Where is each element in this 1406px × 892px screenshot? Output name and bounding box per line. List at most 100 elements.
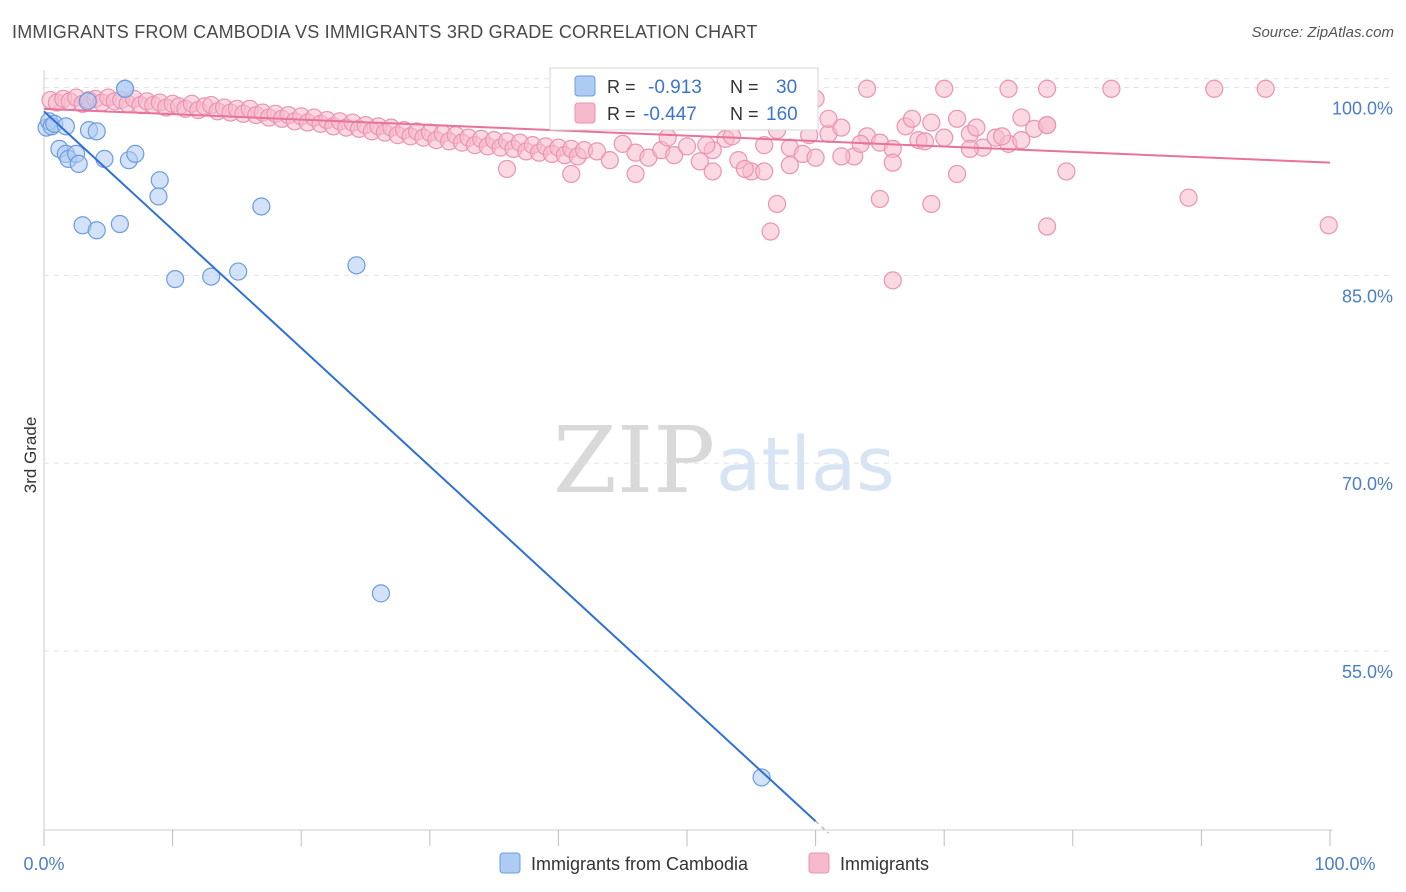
bottom-legend-swatch-immigrants	[808, 852, 830, 874]
immigrants-point-147	[1179, 188, 1198, 207]
bottom-legend-swatch-cambodia	[499, 852, 521, 874]
cambodia-point-19	[149, 187, 168, 206]
cambodia-point-18	[150, 171, 169, 190]
immigrants-point-137	[999, 79, 1018, 98]
immigrants-point-139	[1102, 79, 1121, 98]
trend-line-immigrants	[43, 107, 1331, 164]
trend-line-cambodia-extension	[815, 820, 829, 834]
immigrants-point-150	[992, 127, 1012, 146]
cambodia-point-21	[87, 221, 106, 240]
legend-swatch-cambodia	[574, 75, 596, 97]
cambodia-point-26	[229, 262, 248, 281]
immigrants-point-90	[665, 146, 684, 165]
immigrants-point-151	[1012, 108, 1031, 127]
cambodia-point-27	[347, 256, 366, 275]
immigrants-point-132	[922, 194, 941, 214]
cambodia-point-29	[752, 768, 771, 787]
legend-swatch-immigrants	[574, 102, 596, 124]
legend-n-value-2: 160	[766, 104, 798, 125]
cambodia-point-24	[166, 269, 185, 289]
chart-title: IMMIGRANTS FROM CAMBODIA VS IMMIGRANTS 3…	[12, 22, 758, 42]
immigrants-point-135	[857, 79, 877, 98]
immigrants-point-103	[832, 118, 851, 137]
immigrants-point-101	[806, 148, 825, 167]
series-legend: Immigrants from Cambodia Immigrants	[499, 852, 929, 874]
bottom-legend-label-immigrants: Immigrants	[840, 854, 929, 874]
cambodia-point-25	[202, 267, 221, 286]
immigrants-point-143	[819, 109, 838, 128]
immigrants-point-134	[1057, 162, 1076, 181]
y-tick-label-1: 85.0%	[1342, 286, 1393, 306]
y-tick-label-0: 100.0%	[1332, 99, 1393, 119]
immigrants-point-91	[677, 137, 697, 156]
y-tick-labels: 100.0% 85.0% 70.0% 55.0%	[1332, 99, 1393, 682]
immigrants-point-112	[947, 109, 967, 128]
cambodia-point-7	[78, 92, 97, 111]
y-tick-label-2: 70.0%	[1342, 474, 1393, 494]
cambodia-point-6	[115, 79, 135, 98]
axes	[43, 70, 1333, 831]
chart-source: Source: ZipAtlas.com	[1251, 24, 1394, 41]
immigrants-point-141	[1256, 79, 1275, 98]
series-immigrants-points	[41, 79, 1338, 290]
immigrants-point-128	[755, 162, 774, 181]
trend-line-cambodia	[43, 110, 817, 822]
legend-r-label-2: R =	[607, 104, 636, 124]
immigrants-point-149	[967, 118, 986, 137]
immigrants-point-152	[697, 136, 716, 155]
cambodia-point-14	[87, 122, 106, 141]
immigrants-point-125	[497, 159, 517, 179]
bottom-legend-label-cambodia: Immigrants from Cambodia	[531, 854, 749, 874]
immigrants-point-110	[922, 113, 941, 132]
legend-r-value-2: -0.447	[643, 104, 697, 125]
immigrants-point-126	[562, 164, 581, 184]
immigrants-point-120	[703, 162, 722, 181]
legend-r-value-1: -0.913	[648, 77, 702, 98]
cambodia-point-17	[126, 144, 145, 163]
immigrants-point-144	[883, 271, 902, 290]
immigrants-point-97	[755, 136, 774, 155]
immigrants-point-159	[658, 128, 677, 147]
immigrants-point-127	[626, 164, 645, 184]
cambodia-point-22	[110, 214, 129, 234]
immigrants-point-133	[1037, 115, 1057, 135]
immigrants-point-121	[735, 159, 754, 179]
immigrants-point-117	[1012, 131, 1031, 150]
immigrants-point-123	[832, 147, 851, 166]
immigrants-point-158	[960, 139, 980, 158]
legend-n-label-1: N =	[730, 77, 759, 97]
cambodia-point-15	[95, 149, 114, 168]
immigrants-point-85	[600, 151, 619, 170]
immigrants-point-157	[915, 132, 935, 151]
immigrants-point-129	[947, 164, 967, 184]
immigrants-point-124	[883, 153, 902, 172]
cambodia-point-23	[252, 197, 271, 216]
immigrants-point-156	[902, 109, 922, 128]
y-axis-label: 3rd Grade	[21, 417, 40, 494]
trend-lines	[43, 107, 1331, 834]
x-tick-label-max: 100.0%	[1314, 854, 1375, 874]
immigrants-point-148	[1319, 216, 1338, 235]
watermark-atlas: atlas	[716, 422, 895, 508]
series-cambodia-points	[37, 79, 771, 787]
immigrants-point-122	[780, 156, 799, 175]
x-tick-label-min: 0.0%	[23, 854, 64, 874]
watermark-zip: ZIP	[553, 407, 715, 514]
immigrants-point-145	[761, 222, 780, 241]
y-tick-label-3: 55.0%	[1342, 662, 1393, 682]
immigrants-point-138	[1037, 79, 1057, 98]
immigrants-point-140	[1205, 79, 1224, 98]
legend-n-value-1: 30	[776, 77, 797, 98]
immigrants-point-131	[870, 189, 890, 209]
legend-r-label-1: R =	[607, 77, 636, 97]
immigrants-point-130	[767, 194, 787, 214]
immigrants-point-92	[690, 152, 709, 171]
immigrants-point-146	[1037, 217, 1057, 236]
cambodia-point-12	[69, 154, 88, 174]
x-ticks	[43, 830, 1331, 846]
immigrants-point-136	[935, 79, 954, 98]
immigrants-point-86	[613, 134, 632, 153]
correlation-legend: R = -0.913 N = 30 R = -0.447 N = 160	[549, 67, 819, 131]
immigrants-point-111	[935, 128, 954, 147]
